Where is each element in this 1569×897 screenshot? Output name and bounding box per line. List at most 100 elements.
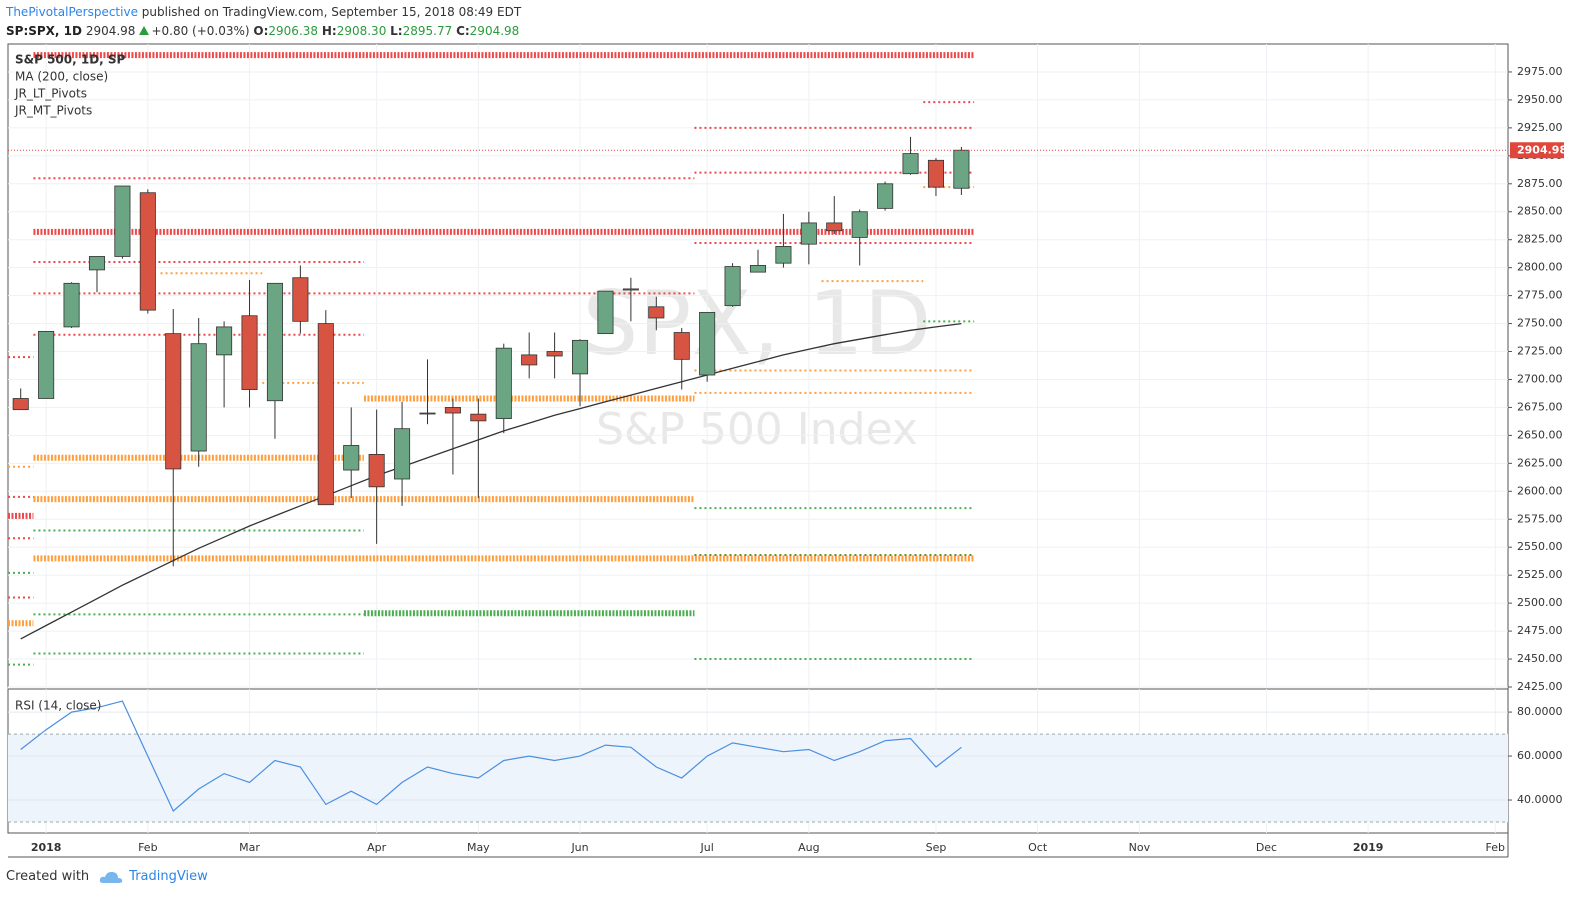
x-tick-label: 2018 (31, 841, 62, 854)
y-tick-label: 60.0000 (1517, 749, 1563, 762)
candle-body (266, 282, 283, 402)
quote-line: SP:SPX, 1D 2904.98 +0.80 (+0.03%) O:2906.… (6, 22, 521, 41)
candle-body (216, 326, 233, 356)
candle-body (826, 222, 843, 232)
candle-body (241, 315, 258, 390)
y-tick-label: 2975.00 (1517, 65, 1563, 78)
close-label: C: (456, 24, 470, 38)
x-tick-label: Apr (367, 841, 387, 854)
low-label: L: (390, 24, 403, 38)
candle-body (419, 412, 436, 415)
moving-average (20, 322, 962, 640)
candle-body (521, 354, 538, 366)
candle-body (699, 311, 716, 376)
y-tick-label: 2950.00 (1517, 93, 1563, 106)
footer-text: Created with (6, 869, 90, 884)
candle-body (546, 351, 563, 357)
candle-body (597, 290, 614, 335)
rsi-line (20, 700, 962, 812)
low-value: 2895.77 (402, 24, 453, 38)
y-tick-label: 2675.00 (1517, 400, 1563, 413)
candle-body (444, 407, 461, 414)
y-tick-label: 2550.00 (1517, 540, 1563, 553)
y-tick-label: 40.0000 (1517, 793, 1563, 806)
candle-body (953, 149, 970, 189)
watermark-subtitle: S&P 500 Index (596, 404, 918, 455)
x-tick-label: Sep (926, 841, 947, 854)
candle-body (88, 256, 106, 271)
candle-body (749, 265, 767, 273)
brand-link[interactable]: TradingView (129, 869, 208, 884)
author-link[interactable]: ThePivotalPerspective (6, 5, 138, 19)
rsi-band (8, 734, 1508, 823)
last-price: 2904.98 (85, 24, 136, 38)
last-price-label: 2904.98 (1517, 143, 1567, 156)
candle-body (902, 153, 919, 175)
high-value: 2908.30 (336, 24, 387, 38)
legend-entry: MA (200, close) (15, 70, 108, 84)
x-tick-label: Jul (700, 841, 714, 854)
y-tick-label: 2625.00 (1517, 456, 1563, 469)
y-tick-label: 2875.00 (1517, 177, 1563, 190)
x-tick-label: Jun (570, 841, 588, 854)
candle-body (343, 445, 360, 471)
y-tick-label: 2575.00 (1517, 512, 1563, 525)
y-tick-label: 2525.00 (1517, 568, 1563, 581)
candle-body (927, 159, 944, 188)
header-line: ThePivotalPerspective published on Tradi… (6, 3, 521, 22)
candle-body (800, 222, 817, 245)
x-tick-label: Aug (798, 841, 819, 854)
cloud-icon (99, 871, 123, 883)
y-tick-label: 2425.00 (1517, 680, 1563, 693)
x-tick-label: Nov (1129, 841, 1151, 854)
x-tick-label: Mar (239, 841, 260, 854)
x-tick-label: May (467, 841, 490, 854)
x-tick-label: Oct (1028, 841, 1048, 854)
candle-body (877, 183, 894, 209)
x-tick-label: Feb (138, 841, 157, 854)
y-tick-label: 80.0000 (1517, 705, 1563, 718)
high-label: H: (321, 24, 337, 38)
y-tick-label: 2850.00 (1517, 205, 1563, 218)
candle-body (317, 323, 334, 506)
candle-body (851, 211, 868, 238)
candle-body (495, 347, 512, 420)
candle-body (572, 339, 589, 375)
candle-body (724, 266, 741, 307)
y-tick-label: 2775.00 (1517, 289, 1563, 302)
legend-entry: S&P 500, 1D, SP (15, 53, 126, 67)
legend-entry: JR_MT_Pivots (14, 104, 92, 118)
up-arrow (139, 26, 150, 35)
candle-body (470, 413, 487, 422)
y-tick-label: 2600.00 (1517, 484, 1563, 497)
open-label: O: (253, 24, 269, 38)
legend-entry: JR_LT_Pivots (14, 87, 87, 101)
candle-body (622, 288, 639, 291)
y-tick-label: 2500.00 (1517, 596, 1563, 609)
y-tick-label: 2750.00 (1517, 317, 1563, 330)
rsi-title: RSI (14, close) (15, 699, 101, 713)
open-value: 2906.38 (268, 24, 319, 38)
y-tick-label: 2925.00 (1517, 121, 1563, 134)
x-tick-label: 2019 (1353, 841, 1384, 854)
published-note: published on TradingView.com, September … (141, 5, 522, 19)
symbol: SP:SPX, 1D (6, 24, 82, 38)
y-tick-label: 2650.00 (1517, 428, 1563, 441)
y-tick-label: 2475.00 (1517, 624, 1563, 637)
candle-body (190, 343, 207, 452)
candle-body (12, 398, 29, 411)
last-price-box (1510, 142, 1564, 159)
y-tick-label: 2800.00 (1517, 261, 1563, 274)
candle-body (394, 428, 411, 480)
candle-body (648, 306, 665, 319)
candle-body (292, 277, 309, 322)
y-tick-label: 2725.00 (1517, 345, 1563, 358)
candle-body (368, 454, 385, 488)
candle-body (139, 192, 156, 311)
close-value: 2904.98 (469, 24, 520, 38)
candle-body (165, 333, 182, 470)
header: ThePivotalPerspective published on Tradi… (6, 3, 521, 41)
x-tick-label: Feb (1486, 841, 1505, 854)
y-tick-label: 2825.00 (1517, 233, 1563, 246)
